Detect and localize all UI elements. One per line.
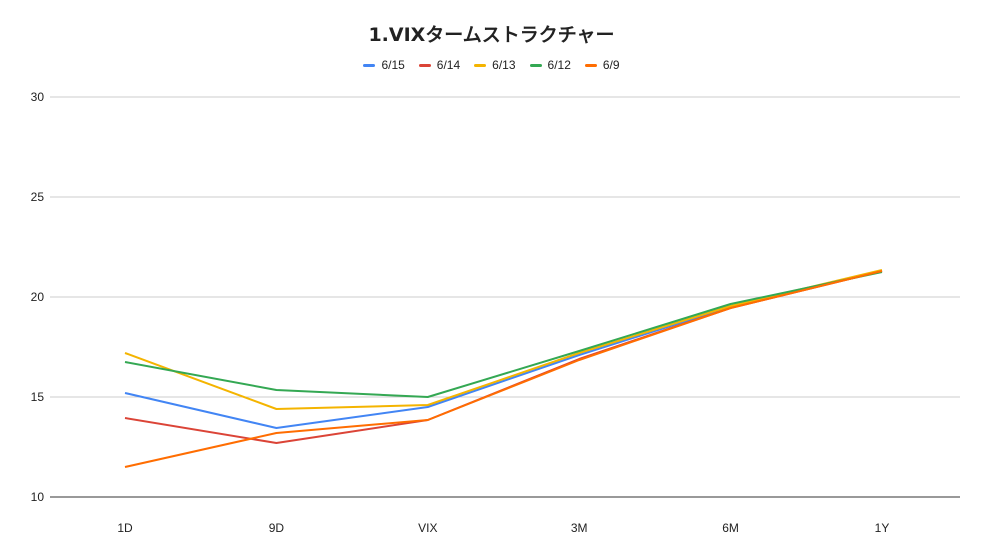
legend-swatch <box>584 63 597 67</box>
legend-item: 6/13 <box>474 58 516 72</box>
x-tick-label: VIX <box>418 521 437 535</box>
legend-swatch <box>418 63 431 67</box>
y-tick-label: 30 <box>31 90 45 104</box>
x-tick-label: 6M <box>722 521 739 535</box>
y-tick-label: 10 <box>31 490 45 504</box>
legend-swatch <box>474 63 487 67</box>
legend-label: 6/15 <box>381 58 405 72</box>
legend-swatch <box>363 63 376 67</box>
legend-swatch <box>529 63 542 67</box>
legend: 6/15 6/14 6/13 6/12 6/9 <box>0 58 983 72</box>
legend-label: 6/12 <box>547 58 571 72</box>
x-tick-label: 9D <box>269 521 285 535</box>
x-tick-label: 1D <box>117 521 133 535</box>
legend-item: 6/15 <box>363 58 405 72</box>
series-line-6-12 <box>124 271 883 398</box>
legend-item: 6/14 <box>418 58 461 72</box>
series-line-6-15 <box>124 270 883 429</box>
series-line-6-9 <box>124 270 883 468</box>
legend-item: 6/12 <box>529 58 571 72</box>
y-tick-label: 25 <box>31 190 45 204</box>
chart-title: 1.VIXタームストラクチャー <box>368 24 615 46</box>
legend-label: 6/9 <box>602 58 620 72</box>
legend-label: 6/13 <box>492 58 516 72</box>
y-tick-label: 15 <box>31 390 45 404</box>
y-tick-label: 20 <box>31 290 45 304</box>
series-line-6-13 <box>124 269 883 410</box>
legend-label: 6/14 <box>436 58 461 72</box>
legend-item: 6/9 <box>584 58 620 72</box>
x-tick-label: 1Y <box>875 521 890 535</box>
x-tick-label: 3M <box>571 521 588 535</box>
